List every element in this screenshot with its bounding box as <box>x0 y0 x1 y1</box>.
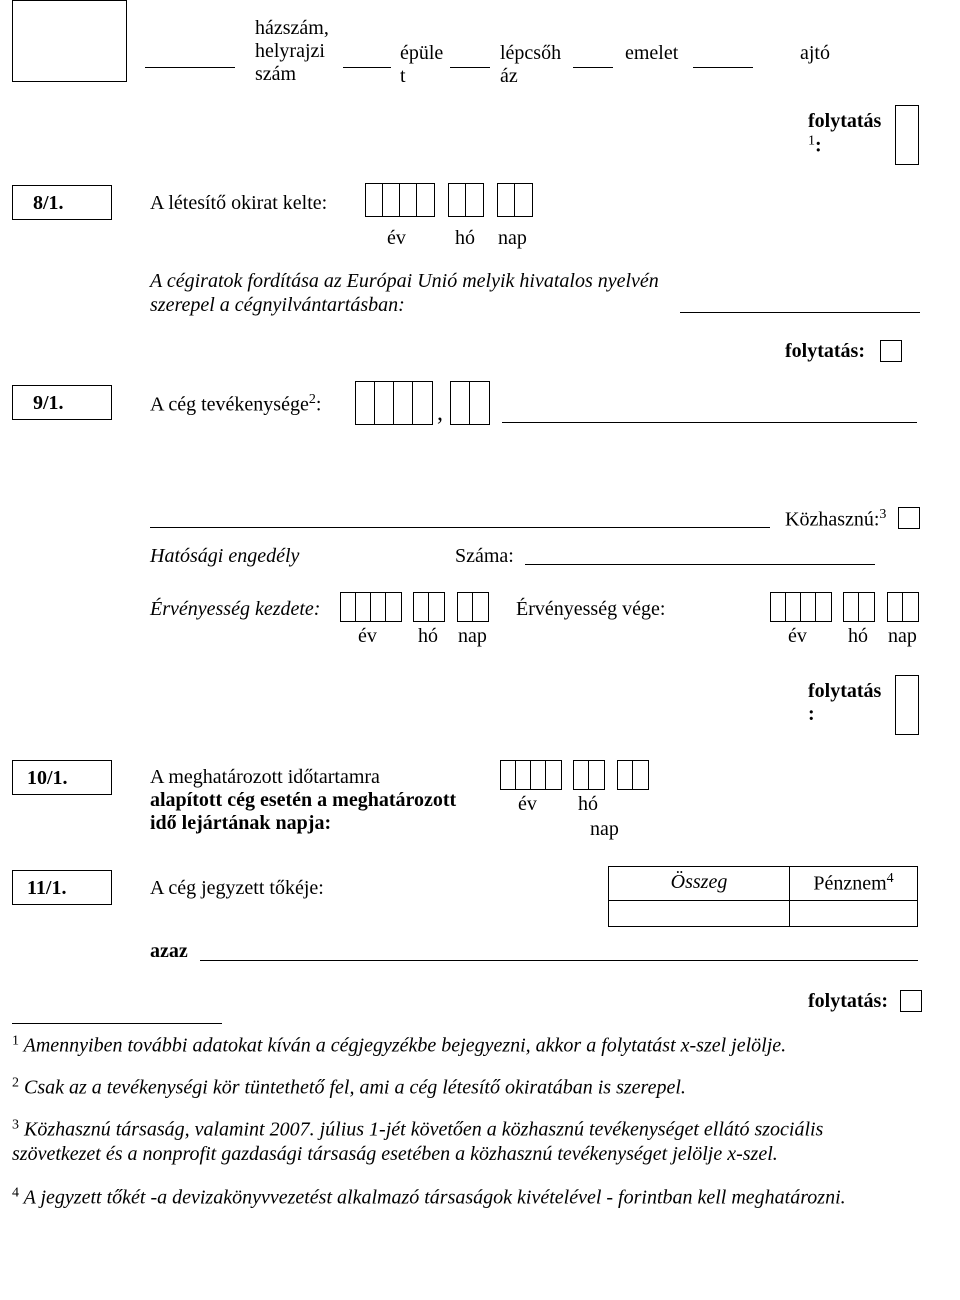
s111-azaz: azaz <box>150 940 188 963</box>
s91-folytatas-box[interactable] <box>895 675 919 735</box>
s91-kezd-day[interactable] <box>457 592 489 622</box>
s91-vege-ho: hó <box>848 625 868 648</box>
addr-underline-1 <box>145 67 235 68</box>
footnote-3: 3 Közhasznú társaság, valamint 2007. júl… <box>12 1117 952 1142</box>
s91-ervkezd: Érvényesség kezdete: <box>150 598 320 621</box>
addr-hazszam-2: helyrajzi <box>255 40 325 62</box>
s81-month-box[interactable] <box>448 183 484 217</box>
s91-kezd-month[interactable] <box>413 592 445 622</box>
s81-label: A létesítő okirat kelte: <box>150 192 327 215</box>
s91-ervvege: Érvényesség vége: <box>516 598 665 621</box>
s81-num: 8/1. <box>33 192 64 215</box>
s91-kozhasznu-underline <box>150 527 770 528</box>
addr-epulet: épüle t <box>400 42 443 88</box>
addr-ajto: ajtó <box>800 42 830 65</box>
addr-emelet: emelet <box>625 42 678 65</box>
s91-kezd-ho: hó <box>418 625 438 648</box>
s91-kozhasznu-box[interactable] <box>898 507 920 529</box>
s91-desc-underline[interactable] <box>502 422 917 423</box>
s111-folytatas-box[interactable] <box>900 990 922 1012</box>
addr-underline-3 <box>450 67 490 68</box>
s111-penznem-cell[interactable] <box>790 901 917 926</box>
s101-nap: nap <box>590 818 619 841</box>
footnote-3b: szövetkezet és a nonprofit gazdasági tár… <box>12 1143 952 1166</box>
s101-month[interactable] <box>573 760 605 790</box>
s81-lang-underline[interactable] <box>680 312 920 313</box>
addr-epulet-1: épüle <box>400 42 443 64</box>
addr-hazszam-3: szám <box>255 63 296 85</box>
s111-azaz-underline[interactable] <box>200 960 918 961</box>
addr-hazszam-1: házszám, <box>255 17 329 39</box>
s81-folytatas: folytatás: <box>785 340 865 363</box>
s111-osszeg-cell[interactable] <box>609 901 790 926</box>
addr-underline-5 <box>693 67 753 68</box>
footnote-4: 4 A jegyzett tőkét -a devizakönyvvezetés… <box>12 1185 952 1210</box>
s81-day-box[interactable] <box>497 183 533 217</box>
s81-year-box[interactable] <box>365 183 435 217</box>
s111-num: 11/1. <box>27 877 66 900</box>
s91-num: 9/1. <box>33 392 64 415</box>
cont1-box[interactable] <box>895 105 919 165</box>
s91-szama: Száma: <box>455 545 514 568</box>
s101-ho: hó <box>578 793 598 816</box>
s101-year[interactable] <box>500 760 562 790</box>
footnote-rule <box>12 1023 222 1024</box>
s91-vege-month[interactable] <box>843 592 875 622</box>
s91-kezd-year[interactable] <box>340 592 402 622</box>
s81-folytatas-box[interactable] <box>880 340 902 362</box>
s101-ev: év <box>518 793 537 816</box>
s101-text: A meghatározott időtartamra alapított cé… <box>150 766 456 835</box>
s91-kezd-ev: év <box>358 625 377 648</box>
s91-vege-ev: év <box>788 625 807 648</box>
s101-num: 10/1. <box>27 767 68 790</box>
s111-penznem-header: Pénznem4 <box>790 867 917 900</box>
s91-folytatas: folytatás : <box>808 680 881 726</box>
s81-text2: szerepel a cégnyilvántartásban: <box>150 294 405 317</box>
s81-ho: hó <box>455 227 475 250</box>
s91-szama-underline[interactable] <box>525 564 875 565</box>
s91-hatosagi: Hatósági engedély <box>150 545 299 568</box>
s91-label: A cég tevékenysége2: <box>150 392 321 417</box>
s91-vege-year[interactable] <box>770 592 832 622</box>
s111-osszeg-header: Összeg <box>609 867 790 900</box>
s81-ev: év <box>387 227 406 250</box>
s91-vege-nap: nap <box>888 625 917 648</box>
s91-vege-day[interactable] <box>887 592 919 622</box>
addr-epulet-2: t <box>400 65 406 87</box>
addr-underline-4 <box>573 67 613 68</box>
cont1-label: folytatás 1: <box>808 110 881 158</box>
s101-day[interactable] <box>617 760 649 790</box>
s111-folytatas: folytatás: <box>808 990 888 1013</box>
s91-kezd-nap: nap <box>458 625 487 648</box>
s91-code-box-2[interactable] <box>450 381 490 425</box>
addr-lepcso-1: lépcsőh <box>500 42 561 64</box>
address-prefix-box <box>12 0 127 82</box>
addr-hazszam: házszám, helyrajzi szám <box>255 17 329 86</box>
addr-underline-2 <box>343 67 391 68</box>
s111-table: Összeg Pénznem4 <box>608 866 918 927</box>
footnote-2: 2 Csak az a tevékenységi kör tüntethető … <box>12 1075 942 1100</box>
footnote-1: 1 Amennyiben további adatokat kíván a cé… <box>12 1033 942 1058</box>
s91-code-box-1[interactable] <box>355 381 433 425</box>
s81-nap: nap <box>498 227 527 250</box>
s81-text1: A cégiratok fordítása az Európai Unió me… <box>150 270 659 293</box>
s111-label: A cég jegyzett tőkéje: <box>150 877 324 900</box>
addr-lepcso: lépcsőh áz <box>500 42 561 88</box>
addr-lepcso-2: áz <box>500 65 518 87</box>
s91-comma: , <box>437 400 443 427</box>
s91-kozhasznu: Közhasznú:3 <box>785 507 886 532</box>
